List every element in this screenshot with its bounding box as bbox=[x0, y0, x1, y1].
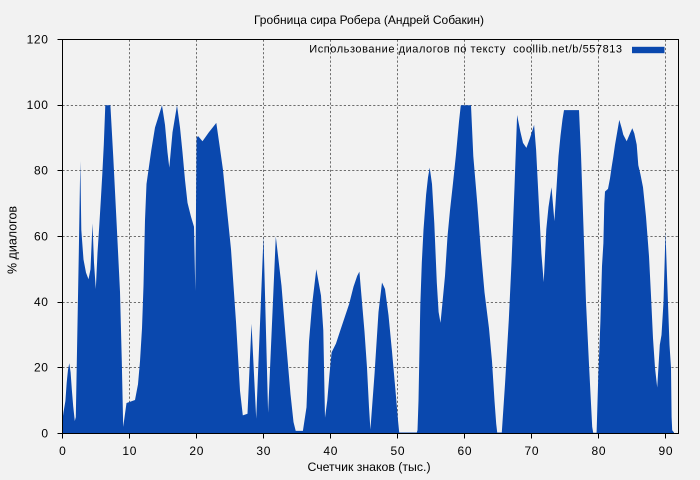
svg-text:Использование диалогов по текс: Использование диалогов по тексту coollib… bbox=[309, 44, 622, 56]
svg-text:20: 20 bbox=[34, 361, 49, 375]
svg-text:80: 80 bbox=[34, 164, 49, 178]
svg-text:Гробница сира Робера (Андрей С: Гробница сира Робера (Андрей Собакин) bbox=[254, 13, 484, 27]
svg-text:50: 50 bbox=[391, 444, 406, 458]
svg-text:30: 30 bbox=[256, 444, 271, 458]
svg-text:10: 10 bbox=[122, 444, 137, 458]
svg-text:20: 20 bbox=[189, 444, 204, 458]
svg-text:0: 0 bbox=[41, 426, 48, 440]
svg-text:40: 40 bbox=[323, 444, 338, 458]
svg-text:% диалогов: % диалогов bbox=[6, 206, 20, 274]
svg-text:40: 40 bbox=[34, 295, 49, 309]
svg-text:60: 60 bbox=[458, 444, 473, 458]
svg-text:90: 90 bbox=[659, 444, 674, 458]
svg-text:100: 100 bbox=[27, 98, 49, 112]
svg-text:0: 0 bbox=[59, 444, 66, 458]
svg-text:120: 120 bbox=[27, 32, 49, 46]
svg-text:Счетчик знаков (тыс.): Счетчик знаков (тыс.) bbox=[307, 460, 430, 474]
svg-text:60: 60 bbox=[34, 229, 49, 243]
svg-text:80: 80 bbox=[592, 444, 607, 458]
svg-text:70: 70 bbox=[525, 444, 540, 458]
